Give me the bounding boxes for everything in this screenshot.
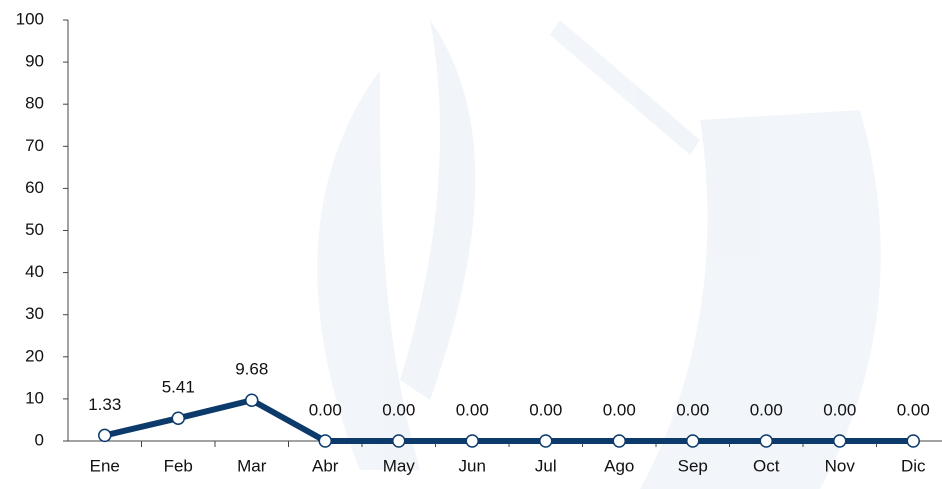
point — [540, 435, 552, 447]
data-label: 1.33 — [88, 395, 121, 414]
x-tick-label: Jul — [535, 456, 557, 475]
data-label: 0.00 — [529, 400, 562, 419]
point — [613, 435, 625, 447]
y-tick-label: 0 — [35, 430, 44, 449]
point — [760, 435, 772, 447]
x-tick-label: Abr — [312, 456, 339, 475]
data-label: 0.00 — [823, 400, 856, 419]
data-label: 0.00 — [603, 400, 636, 419]
y-tick-label: 100 — [16, 9, 44, 28]
x-tick-label: Sep — [678, 456, 708, 475]
y-tick-label: 70 — [25, 136, 44, 155]
y-tick-label: 90 — [25, 52, 44, 71]
x-tick-label: Feb — [164, 456, 193, 475]
data-label: 5.41 — [162, 378, 195, 397]
point — [907, 435, 919, 447]
data-label: 0.00 — [382, 400, 415, 419]
y-tick-label: 80 — [25, 94, 44, 113]
point — [319, 435, 331, 447]
x-tick-label: Oct — [753, 456, 780, 475]
x-tick-label: Dic — [901, 456, 926, 475]
y-tick-label: 20 — [25, 346, 44, 365]
point — [393, 435, 405, 447]
point — [99, 429, 111, 441]
point — [246, 394, 258, 406]
data-label: 0.00 — [676, 400, 709, 419]
y-tick-label: 40 — [25, 262, 44, 281]
y-tick-label: 50 — [25, 220, 44, 239]
chart: 0 10 20 30 40 50 60 70 80 90 100 Ene Feb Mar Abr May Jun… — [0, 0, 942, 489]
x-tick-label: Ago — [604, 456, 634, 475]
point — [834, 435, 846, 447]
data-label: 9.68 — [235, 360, 268, 379]
point — [172, 412, 184, 424]
y-tick-label: 30 — [25, 304, 44, 323]
data-label: 0.00 — [750, 400, 783, 419]
x-tick-label: May — [383, 456, 416, 475]
data-label: 0.00 — [309, 400, 342, 419]
x-tick-label: Mar — [237, 456, 267, 475]
data-label: 0.00 — [897, 400, 930, 419]
y-tick-label: 60 — [25, 178, 44, 197]
x-tick-label: Ene — [90, 456, 120, 475]
y-tick-label: 10 — [25, 388, 44, 407]
point — [466, 435, 478, 447]
x-tick-label: Jun — [459, 456, 486, 475]
point — [687, 435, 699, 447]
x-tick-label: Nov — [825, 456, 856, 475]
data-label: 0.00 — [456, 400, 489, 419]
